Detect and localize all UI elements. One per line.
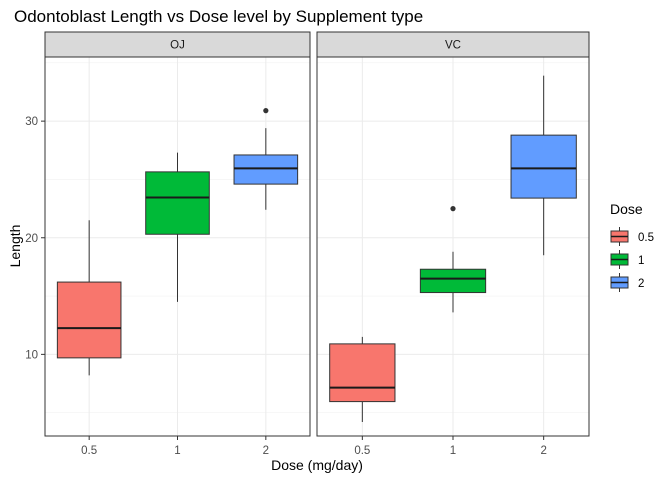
outlier-point [263,108,269,114]
legend: Dose 0.5 1 2 [610,201,654,292]
box-vc-2 [510,75,577,256]
x-tick-label: 1 [174,445,180,457]
x-tick-label: 1 [450,445,456,457]
x-tick-label: 0.5 [81,445,97,457]
x-tick-label: 0.5 [354,445,370,457]
y-axis-title: Length [7,225,23,268]
box-iqr [510,134,577,199]
y-tick-label: 20 [25,233,38,245]
box-iqr [419,268,487,294]
outlier-point [450,206,456,212]
legend-label: 2 [638,278,644,290]
legend-item-2: 2 [610,273,644,292]
box-iqr [56,281,122,359]
y-tick-label: 10 [25,349,38,361]
facet-strip [316,31,590,58]
box-oj-2 [233,108,299,210]
legend-label: 1 [638,255,644,267]
box-oj-1 [145,152,210,302]
panel-vc: VC 0.5 1 2 [316,31,590,457]
facet-panels: OJ 0.5 1 2 VC 0.5 1 2 [44,31,590,457]
legend-title: Dose [610,201,643,217]
box-oj-0.5 [56,220,122,376]
x-axis-title: Dose (mg/day) [271,457,363,473]
legend-item-0.5: 0.5 [610,227,654,246]
box-iqr [145,171,210,235]
x-tick-label: 2 [263,445,269,457]
y-tick-label: 30 [25,116,38,128]
y-axis: 10 20 30 [25,116,45,361]
legend-label: 0.5 [638,232,654,244]
facet-strip-label: VC [445,40,461,52]
panel-oj: OJ 0.5 1 2 [44,31,311,457]
chart-title: Odontoblast Length vs Dose level by Supp… [14,7,423,26]
facet-strip-label: OJ [170,40,185,52]
box-iqr [329,343,396,403]
legend-item-1: 1 [610,250,644,269]
box-vc-1 [419,206,487,313]
x-tick-label: 2 [540,445,546,457]
box-iqr [233,154,299,185]
facet-strip [44,31,311,58]
box-vc-0.5 [329,336,396,423]
